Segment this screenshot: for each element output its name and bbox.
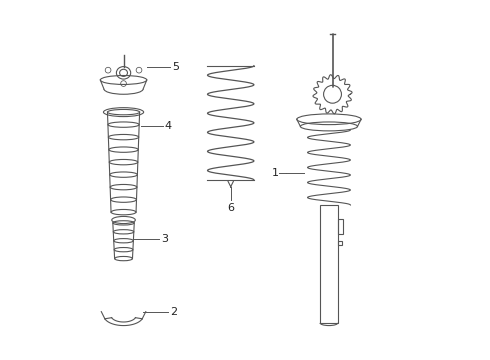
Text: 5: 5 [172, 63, 179, 72]
Bar [320, 205, 338, 323]
Bar [338, 241, 342, 245]
Text: 3: 3 [161, 234, 168, 244]
Text: 4: 4 [165, 121, 172, 131]
Text: 6: 6 [227, 203, 234, 213]
Bar [338, 219, 343, 234]
Text: 2: 2 [170, 307, 177, 317]
Text: 1: 1 [272, 168, 279, 178]
